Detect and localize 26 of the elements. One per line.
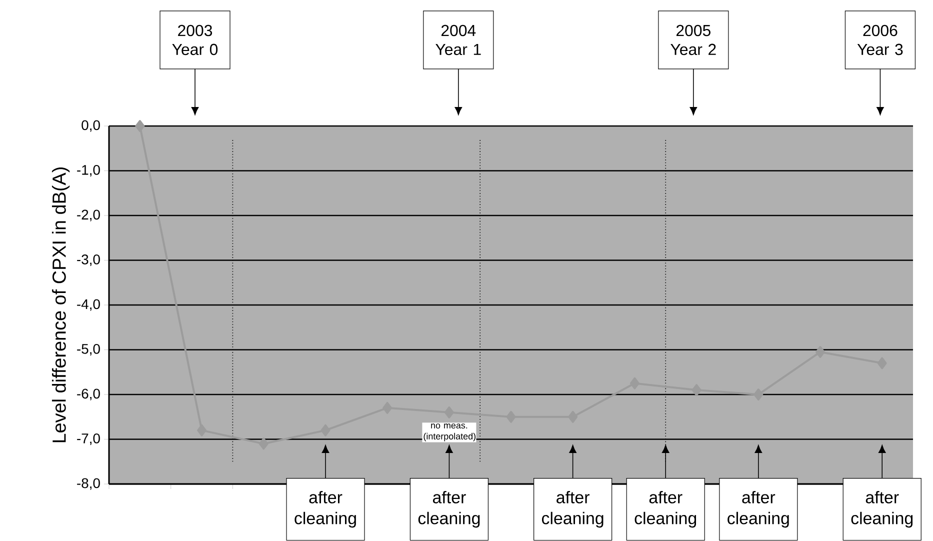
point xyxy=(816,346,825,358)
text: 2004 Year 1 xyxy=(436,25,481,56)
point xyxy=(692,384,702,396)
point xyxy=(258,438,268,450)
y-tick-label: -5,0 xyxy=(77,344,100,356)
y-tick-label: -7,0 xyxy=(77,434,100,446)
text: 2003 Year 0 xyxy=(172,25,218,56)
text: after cleaning xyxy=(728,491,789,528)
text: after cleaning xyxy=(294,491,356,528)
y-tick-label: -6,0 xyxy=(77,388,100,400)
point xyxy=(754,388,764,401)
text: 2005 Year 2 xyxy=(670,25,716,56)
text: after cleaning xyxy=(634,491,696,528)
y-tick-label: -8,0 xyxy=(77,478,100,490)
y-tick-label: 0,0 xyxy=(82,120,100,132)
point xyxy=(135,120,145,132)
text: after cleaning xyxy=(542,491,604,528)
y-tick-label: -1,0 xyxy=(77,165,100,177)
y-tick-label: -4,0 xyxy=(77,299,100,311)
y-axis-title: Level difference of CPXI in dB(A) xyxy=(52,168,70,442)
y-tick-label: -3,0 xyxy=(77,254,100,266)
text: 2006 Year 3 xyxy=(857,25,903,56)
text: after cleaning xyxy=(418,491,480,528)
text: after cleaning xyxy=(851,491,913,528)
y-tick-label: -2,0 xyxy=(77,210,100,222)
annotation: no meas. (interpolated) xyxy=(424,424,476,442)
